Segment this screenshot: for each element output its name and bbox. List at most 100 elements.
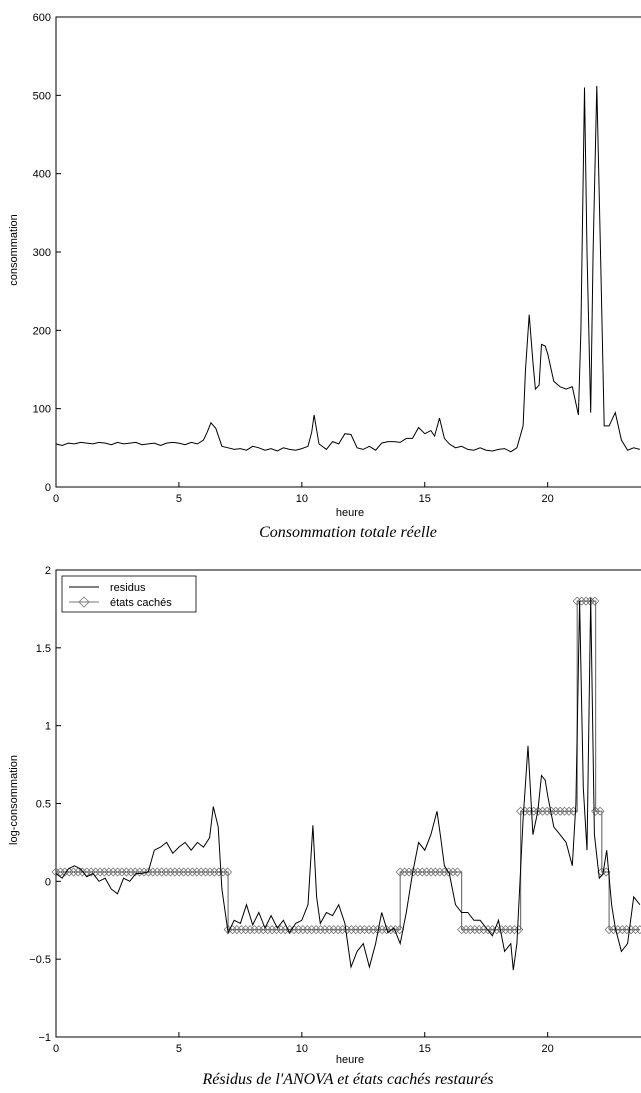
x-tick-label: 20 (542, 1043, 554, 1055)
y-tick-label: 0 (45, 482, 51, 494)
etats-caches-marker (590, 596, 600, 606)
x-tick-label: 5 (176, 493, 182, 505)
etats-caches-marker (174, 867, 184, 877)
x-tick-label: 15 (419, 493, 431, 505)
etats-caches-marker (117, 867, 127, 877)
y-tick-label: 500 (33, 90, 51, 102)
etats-caches-marker (280, 925, 290, 935)
etats-caches-marker (382, 925, 391, 935)
etats-caches-marker (509, 925, 519, 935)
etats-caches-marker (69, 867, 79, 877)
etats-caches-marker (91, 867, 101, 877)
etats-caches-marker (364, 925, 374, 935)
etats-caches-marker (161, 867, 171, 877)
legend-etats-label: états cachés (110, 597, 172, 609)
etats-caches-marker (272, 925, 281, 935)
y-tick-label: 400 (33, 169, 51, 181)
etats-caches-marker (294, 925, 303, 935)
etats-caches-marker (564, 806, 574, 816)
etats-caches-marker (577, 596, 587, 606)
etats-caches-marker (355, 925, 365, 935)
etats-caches-marker (430, 867, 440, 877)
etats-caches-marker (597, 867, 607, 877)
etats-caches-marker (505, 925, 515, 935)
etats-caches-marker (258, 925, 268, 935)
etats-caches-marker (635, 925, 641, 935)
etats-caches-marker (130, 867, 140, 877)
etats-caches-marker (187, 867, 197, 877)
etats-caches-marker (390, 925, 400, 935)
etats-caches-marker (617, 925, 627, 935)
chart-consommation: 0 100 200 300 400 500 600 0 5 10 15 20 heure conso… (8, 12, 641, 541)
etats-caches-marker (157, 867, 167, 877)
y-tick-label: 300 (33, 247, 51, 259)
etats-caches-marker (298, 925, 308, 935)
plot-frame (55, 16, 641, 488)
etats-caches-line (56, 600, 640, 931)
etats-caches-marker (492, 925, 502, 935)
etats-caches-marker (400, 867, 410, 877)
etats-caches-marker (82, 867, 92, 877)
x-axis-label: heure (336, 507, 364, 519)
y-tick-label: −0.5 (29, 954, 51, 966)
etats-caches-marker (581, 596, 591, 606)
etats-caches-marker (560, 806, 570, 816)
y-tick-label: 1 (45, 721, 51, 733)
etats-caches-marker (351, 925, 361, 935)
y-tick-label: 100 (33, 404, 51, 416)
y-axis-label: consommation (8, 214, 20, 286)
etats-caches-marker (360, 925, 369, 935)
etats-caches-marker (514, 925, 524, 935)
y-tick-label: 200 (33, 325, 51, 337)
etats-caches-marker (201, 867, 211, 877)
etats-caches-marker (422, 867, 432, 877)
etats-caches-marker (483, 925, 493, 935)
etats-caches-marker (555, 806, 565, 816)
etats-caches-marker (267, 925, 277, 935)
etats-caches-marker (551, 806, 561, 816)
etats-caches-marker (444, 867, 454, 877)
etats-caches-marker (165, 867, 175, 877)
etats-caches-marker (324, 925, 334, 935)
etats-caches-marker (320, 925, 330, 935)
etats-caches-marker (333, 925, 343, 935)
y-tick-label: −1 (38, 1032, 51, 1044)
etats-caches-marker (236, 925, 246, 935)
etats-caches-marker (183, 867, 193, 877)
etats-caches-marker (316, 925, 325, 935)
etats-caches-marker (73, 867, 83, 877)
etats-caches-marker (250, 925, 259, 935)
etats-caches-marker (395, 925, 405, 935)
etats-caches-marker (108, 867, 118, 877)
etats-caches-marker (223, 867, 233, 877)
x-tick-label: 10 (296, 493, 308, 505)
etats-caches-marker (413, 867, 423, 877)
etats-caches-marker (452, 867, 462, 877)
etats-caches-marker (457, 925, 467, 935)
etats-caches-marker (631, 925, 640, 935)
x-tick-label: 20 (542, 493, 554, 505)
etats-caches-marker (439, 867, 449, 877)
etats-caches-marker (311, 925, 321, 935)
etats-caches-marker (465, 925, 475, 935)
etats-caches-marker (395, 867, 405, 877)
chart-residus: −1 −0.5 0 0.5 1 1.5 2 0 5 10 15 20 residus états c… (8, 565, 641, 1088)
etats-caches-marker (232, 925, 242, 935)
etats-caches-marker (474, 925, 484, 935)
etats-caches-marker (143, 867, 153, 877)
etats-caches-marker (254, 925, 264, 935)
etats-caches-marker (448, 867, 458, 877)
etats-caches-marker (470, 925, 480, 935)
legend-box (61, 575, 197, 613)
x-axis-label: heure (336, 1054, 364, 1066)
etats-caches-marker (104, 867, 114, 877)
etats-caches-marker (626, 925, 636, 935)
etats-caches-marker (342, 925, 352, 935)
etats-caches-marker (196, 867, 206, 877)
etats-caches-marker (135, 867, 145, 877)
etats-caches-marker (542, 806, 552, 816)
etats-caches-marker (591, 806, 601, 816)
etats-caches-marker (148, 867, 158, 877)
etats-caches-marker (524, 806, 534, 816)
